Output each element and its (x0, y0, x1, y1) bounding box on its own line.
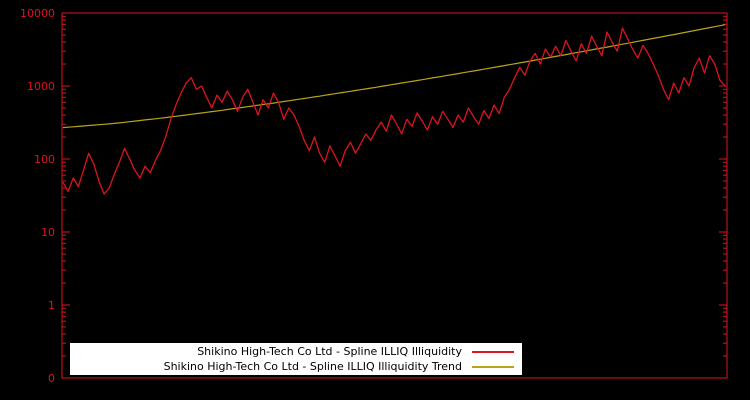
trend-line (62, 24, 726, 129)
plot-border (61, 12, 728, 379)
legend-line-trend-icon (472, 365, 514, 368)
legend: Shikino High-Tech Co Ltd - Spline ILLIQ … (70, 343, 522, 375)
y-tick-label: 10000 (20, 7, 55, 20)
y-tick-label: 10 (41, 226, 55, 239)
legend-line-illiq-icon (472, 350, 514, 353)
legend-item-illiq: Shikino High-Tech Co Ltd - Spline ILLIQ … (70, 345, 522, 359)
illiq-line (62, 27, 726, 195)
y-tick-label: 1000 (27, 80, 55, 93)
legend-item-trend: Shikino High-Tech Co Ltd - Spline ILLIQ … (70, 360, 522, 374)
y-tick-label: 0 (48, 372, 55, 385)
y-tick-label: 100 (34, 153, 55, 166)
legend-label-illiq: Shikino High-Tech Co Ltd - Spline ILLIQ … (197, 344, 462, 358)
legend-label-trend: Shikino High-Tech Co Ltd - Spline ILLIQ … (163, 359, 462, 373)
y-tick-label: 1 (48, 299, 55, 312)
